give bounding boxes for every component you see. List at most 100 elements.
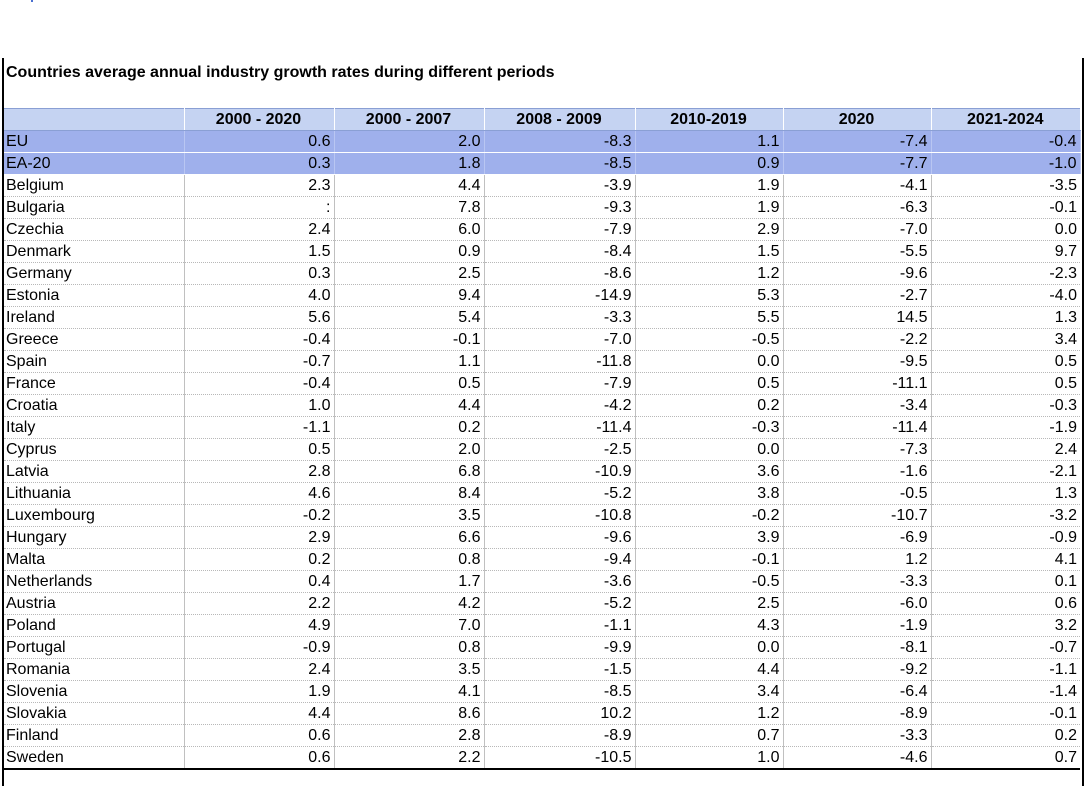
country-cell: Poland	[4, 614, 185, 637]
column-header: 2021-2024	[931, 108, 1080, 131]
table-row: EA-20 0.3 1.8 -8.5 0.9 -7.7 -1.0	[4, 152, 1081, 175]
corner-mark	[31, 0, 33, 2]
value-cell: 2.4	[931, 438, 1080, 461]
value-cell: 3.4	[931, 328, 1080, 351]
value-cell: -7.3	[783, 438, 932, 461]
value-cell: 4.3	[635, 614, 784, 637]
value-cell: 2.0	[334, 130, 485, 153]
value-cell: -4.6	[783, 746, 932, 770]
value-cell: 0.9	[334, 240, 485, 263]
value-cell: -9.6	[484, 526, 636, 549]
table-row: Czechia 2.4 6.0 -7.9 2.9 -7.0 0.0	[4, 218, 1080, 241]
value-cell: -8.5	[484, 680, 636, 703]
country-cell: Lithuania	[4, 482, 185, 505]
value-cell: 6.0	[334, 218, 485, 241]
value-cell: -4.0	[931, 284, 1080, 307]
value-cell: 0.2	[931, 724, 1080, 747]
value-cell: 0.6	[184, 746, 335, 770]
value-cell: 3.9	[635, 526, 784, 549]
value-cell: -8.9	[484, 724, 636, 747]
value-cell: 0.1	[931, 570, 1080, 593]
value-cell: -2.2	[783, 328, 932, 351]
value-cell: :	[184, 196, 335, 219]
value-cell: 2.9	[184, 526, 335, 549]
value-cell: -5.2	[484, 482, 636, 505]
value-cell: -0.1	[334, 328, 485, 351]
table-row: Netherlands 0.4 1.7 -3.6 -0.5 -3.3 0.1	[4, 570, 1080, 593]
value-cell: 4.6	[184, 482, 335, 505]
value-cell: 3.5	[334, 658, 485, 681]
table-row: Cyprus 0.5 2.0 -2.5 0.0 -7.3 2.4	[4, 438, 1080, 461]
value-cell: 1.2	[635, 702, 784, 725]
value-cell: 0.4	[184, 570, 335, 593]
value-cell: -10.5	[484, 746, 636, 770]
growth-rates-table: 2000 - 2020 2000 - 2007 2008 - 2009 2010-20…	[4, 108, 1081, 770]
value-cell: -2.1	[931, 460, 1080, 483]
value-cell: 8.6	[334, 702, 485, 725]
value-cell: -3.4	[783, 394, 932, 417]
value-cell: 3.6	[635, 460, 784, 483]
value-cell: -5.5	[783, 240, 932, 263]
value-cell: 2.8	[184, 460, 335, 483]
value-cell: -1.1	[484, 614, 636, 637]
table-row: Latvia 2.8 6.8 -10.9 3.6 -1.6 -2.1	[4, 460, 1080, 483]
table-row: Luxembourg -0.2 3.5 -10.8 -0.2 -10.7 -3.2	[4, 504, 1080, 527]
value-cell: -4.1	[783, 174, 932, 197]
header-row: 2000 - 2020 2000 - 2007 2008 - 2009 2010-20…	[4, 108, 1080, 131]
value-cell: -10.9	[484, 460, 636, 483]
value-cell: 0.0	[635, 636, 784, 659]
value-cell: 1.9	[184, 680, 335, 703]
value-cell: 1.0	[635, 746, 784, 770]
table-row: Finland 0.6 2.8 -8.9 0.7 -3.3 0.2	[4, 724, 1080, 747]
table-row: Belgium 2.3 4.4 -3.9 1.9 -4.1 -3.5	[4, 174, 1080, 197]
value-cell: 0.8	[334, 548, 485, 571]
value-cell: -1.6	[783, 460, 932, 483]
table-row: Portugal -0.9 0.8 -9.9 0.0 -8.1 -0.7	[4, 636, 1080, 659]
value-cell: 2.0	[334, 438, 485, 461]
value-cell: 5.3	[635, 284, 784, 307]
country-cell: Slovenia	[4, 680, 185, 703]
value-cell: 4.9	[184, 614, 335, 637]
value-cell: -6.4	[783, 680, 932, 703]
value-cell: 3.2	[931, 614, 1080, 637]
country-cell: Netherlands	[4, 570, 185, 593]
table-row: Hungary 2.9 6.6 -9.6 3.9 -6.9 -0.9	[4, 526, 1080, 549]
country-cell: Hungary	[4, 526, 185, 549]
value-cell: -7.7	[783, 152, 932, 175]
value-cell: 4.4	[334, 394, 485, 417]
value-cell: 0.8	[334, 636, 485, 659]
value-cell: -7.9	[484, 372, 636, 395]
value-cell: 2.4	[184, 658, 335, 681]
value-cell: -0.2	[184, 504, 335, 527]
table-row: Spain -0.7 1.1 -11.8 0.0 -9.5 0.5	[4, 350, 1080, 373]
value-cell: -5.2	[484, 592, 636, 615]
value-cell: -1.5	[484, 658, 636, 681]
country-cell: Malta	[4, 548, 185, 571]
value-cell: -8.3	[484, 130, 636, 153]
table-row: Slovakia 4.4 8.6 10.2 1.2 -8.9 -0.1	[4, 702, 1080, 725]
value-cell: -3.9	[484, 174, 636, 197]
column-header: 2010-2019	[635, 108, 784, 131]
value-cell: 0.6	[931, 592, 1080, 615]
value-cell: 2.3	[184, 174, 335, 197]
value-cell: 1.7	[334, 570, 485, 593]
value-cell: -1.4	[931, 680, 1080, 703]
value-cell: -0.3	[931, 394, 1080, 417]
value-cell: 0.7	[931, 746, 1080, 770]
value-cell: -8.5	[484, 152, 636, 175]
value-cell: 0.3	[184, 262, 335, 285]
value-cell: -3.3	[484, 306, 636, 329]
value-cell: 1.5	[184, 240, 335, 263]
country-cell: Cyprus	[4, 438, 185, 461]
value-cell: -9.5	[783, 350, 932, 373]
value-cell: 1.0	[184, 394, 335, 417]
value-cell: 0.6	[184, 130, 335, 153]
value-cell: -0.4	[184, 328, 335, 351]
value-cell: 0.5	[184, 438, 335, 461]
value-cell: -7.0	[484, 328, 636, 351]
value-cell: -6.0	[783, 592, 932, 615]
value-cell: -9.2	[783, 658, 932, 681]
value-cell: -4.2	[484, 394, 636, 417]
value-cell: 0.2	[635, 394, 784, 417]
value-cell: 2.4	[184, 218, 335, 241]
